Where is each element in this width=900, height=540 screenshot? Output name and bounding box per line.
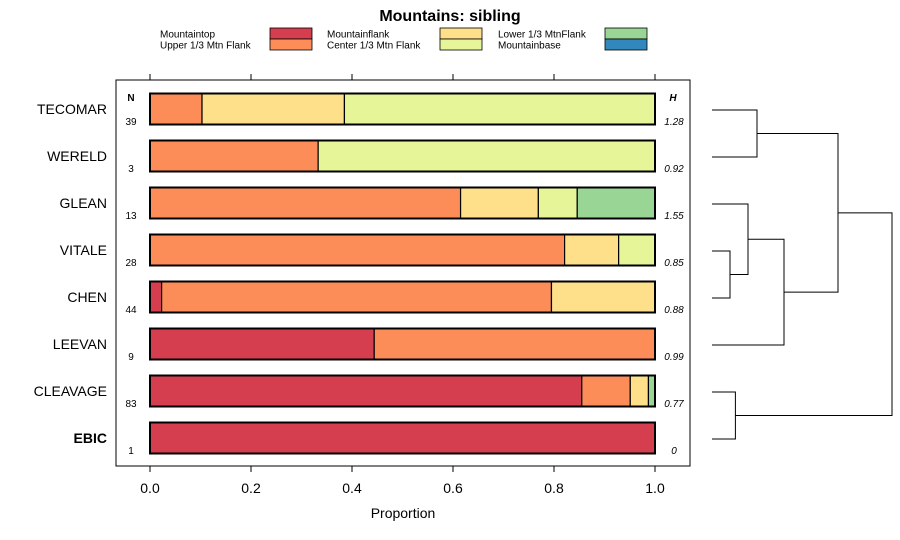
bar-segment: [629, 374, 650, 408]
dendrogram-branch: [712, 391, 736, 440]
legend-swatch: [439, 38, 483, 51]
bar-segment: [317, 139, 656, 173]
row-n-value: 3: [128, 164, 134, 175]
bar-outline: [149, 374, 656, 408]
bar-segment: [149, 374, 583, 408]
row-label: CHEN: [67, 289, 107, 305]
bar-outline: [149, 186, 656, 220]
row-n-value: 28: [125, 258, 137, 269]
row-n-value: 83: [125, 399, 137, 410]
n-header: N: [127, 93, 134, 104]
x-axis-label: Proportion: [371, 505, 436, 521]
bar-segment: [459, 186, 539, 220]
plot-panel: [115, 79, 691, 467]
dendrogram: [712, 109, 893, 440]
row-label: WERELD: [47, 148, 107, 164]
bar-segment: [201, 92, 346, 126]
row-label: GLEAN: [60, 195, 107, 211]
row-h-value: 1.28: [664, 117, 684, 128]
bar-segment: [373, 327, 656, 361]
bar-segment: [581, 374, 631, 408]
bar-outline: [149, 233, 656, 267]
legend-swatch: [269, 38, 313, 51]
bar-segment: [149, 421, 656, 455]
legend-label: Lower 1/3 MtnFlank: [498, 30, 587, 41]
row-n-value: 44: [125, 305, 137, 316]
bar-outline: [149, 139, 656, 173]
row-h-value: 0: [671, 446, 677, 457]
x-tick-label: 0.6: [443, 480, 463, 496]
bar-segment: [149, 233, 566, 267]
bar-segment: [149, 280, 163, 314]
bar-segment: [343, 92, 656, 126]
x-tick-label: 0.4: [342, 480, 362, 496]
row-n-value: 39: [125, 117, 137, 128]
row-label: LEEVAN: [53, 336, 107, 352]
legend-label: Mountainflank: [327, 30, 390, 41]
legend-label: Center 1/3 Mtn Flank: [327, 41, 421, 52]
bar-rows: TECOMAR 39 1.28 WERELD 3 0.92 GLEAN 13 1.55 VITAL…: [34, 92, 684, 457]
bar-segment: [149, 139, 319, 173]
bar-segment: [149, 92, 203, 126]
h-header: H: [669, 93, 677, 104]
dendrogram-branch: [735, 212, 893, 416]
bar-segment: [564, 233, 620, 267]
legend-label: Mountainbase: [498, 41, 561, 52]
row-label: CLEAVAGE: [34, 383, 107, 399]
row-n-value: 1: [128, 446, 134, 457]
bar-outline: [149, 92, 656, 126]
bar-segment: [576, 186, 656, 220]
x-tick-label: 0.2: [241, 480, 261, 496]
bar-segment: [161, 280, 553, 314]
legend-swatch: [604, 27, 648, 40]
x-tick-label: 0.0: [140, 480, 160, 496]
bar-outline: [149, 421, 656, 455]
row-h-value: 0.99: [664, 352, 684, 363]
legend-label: Mountaintop: [160, 30, 215, 41]
row-h-value: 0.88: [664, 305, 684, 316]
dendrogram-branch: [712, 109, 758, 158]
row-h-value: 0.85: [664, 258, 684, 269]
row-label: EBIC: [74, 430, 107, 446]
bar-segment: [149, 186, 462, 220]
row-n-value: 9: [128, 352, 134, 363]
row-label: TECOMAR: [37, 101, 107, 117]
legend-swatch: [269, 27, 313, 40]
bar-segment: [149, 327, 375, 361]
legend-swatch: [604, 38, 648, 51]
row-label: VITALE: [60, 242, 107, 258]
dendrogram-branch: [712, 250, 731, 299]
x-axis: 0.0 0.2 0.4 0.6 0.8 1.0: [140, 74, 665, 496]
bar-segment: [618, 233, 656, 267]
x-tick-label: 1.0: [645, 480, 665, 496]
legend-swatch: [439, 27, 483, 40]
chart-title: Mountains: sibling: [379, 8, 520, 25]
bar-segment: [537, 186, 578, 220]
row-h-value: 1.55: [664, 211, 684, 222]
row-h-value: 0.77: [664, 399, 684, 410]
row-n-value: 13: [125, 211, 137, 222]
bar-segment: [550, 280, 656, 314]
bar-outline: [149, 280, 656, 314]
bar-outline: [149, 327, 656, 361]
row-h-value: 0.92: [664, 164, 684, 175]
legend-label: Upper 1/3 Mtn Flank: [160, 41, 252, 52]
x-tick-label: 0.8: [544, 480, 564, 496]
dendrogram-branch: [757, 133, 839, 293]
